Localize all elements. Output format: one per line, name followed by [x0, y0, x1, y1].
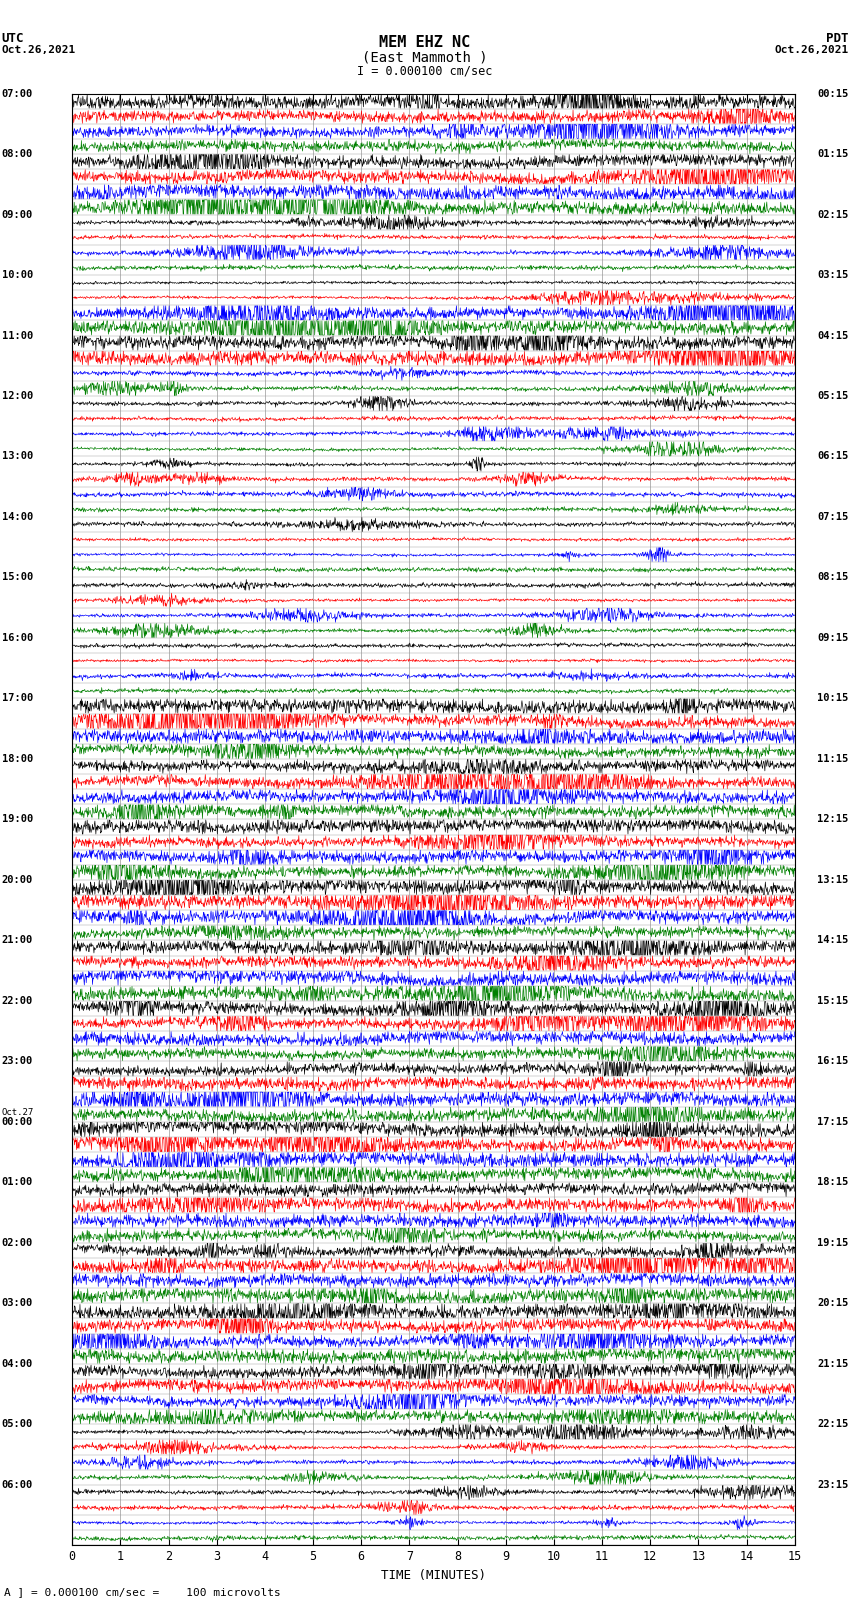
- Text: 00:15: 00:15: [817, 89, 848, 98]
- Text: 10:00: 10:00: [2, 269, 33, 281]
- Text: 04:00: 04:00: [2, 1358, 33, 1369]
- Text: 00:00: 00:00: [2, 1116, 33, 1127]
- Text: 01:15: 01:15: [817, 148, 848, 160]
- Text: A ] = 0.000100 cm/sec =    100 microvolts: A ] = 0.000100 cm/sec = 100 microvolts: [4, 1587, 281, 1597]
- Text: 09:15: 09:15: [817, 632, 848, 644]
- Text: 11:00: 11:00: [2, 331, 33, 340]
- Text: 01:00: 01:00: [2, 1177, 33, 1187]
- Text: 03:15: 03:15: [817, 269, 848, 281]
- Text: (East Mammoth ): (East Mammoth ): [362, 50, 488, 65]
- Text: 06:00: 06:00: [2, 1479, 33, 1490]
- Text: 08:15: 08:15: [817, 573, 848, 582]
- Text: 22:15: 22:15: [817, 1419, 848, 1429]
- Text: 18:15: 18:15: [817, 1177, 848, 1187]
- Text: 12:15: 12:15: [817, 815, 848, 824]
- Text: 23:00: 23:00: [2, 1057, 33, 1066]
- Text: 02:00: 02:00: [2, 1237, 33, 1248]
- Text: 12:00: 12:00: [2, 390, 33, 402]
- Text: 20:15: 20:15: [817, 1298, 848, 1308]
- Text: 05:00: 05:00: [2, 1419, 33, 1429]
- Text: 22:00: 22:00: [2, 995, 33, 1007]
- Text: 20:00: 20:00: [2, 874, 33, 886]
- Text: 16:15: 16:15: [817, 1057, 848, 1066]
- X-axis label: TIME (MINUTES): TIME (MINUTES): [381, 1569, 486, 1582]
- Text: PDT: PDT: [826, 32, 848, 45]
- Text: 03:00: 03:00: [2, 1298, 33, 1308]
- Text: 08:00: 08:00: [2, 148, 33, 160]
- Text: 04:15: 04:15: [817, 331, 848, 340]
- Text: 11:15: 11:15: [817, 753, 848, 765]
- Text: 21:15: 21:15: [817, 1358, 848, 1369]
- Text: 05:15: 05:15: [817, 390, 848, 402]
- Text: UTC: UTC: [2, 32, 24, 45]
- Text: 17:15: 17:15: [817, 1116, 848, 1127]
- Text: 21:00: 21:00: [2, 936, 33, 945]
- Text: 16:00: 16:00: [2, 632, 33, 644]
- Text: Oct.27: Oct.27: [2, 1108, 34, 1116]
- Text: 15:00: 15:00: [2, 573, 33, 582]
- Text: Oct.26,2021: Oct.26,2021: [774, 45, 848, 55]
- Text: I = 0.000100 cm/sec: I = 0.000100 cm/sec: [357, 65, 493, 77]
- Text: 19:15: 19:15: [817, 1237, 848, 1248]
- Text: 18:00: 18:00: [2, 753, 33, 765]
- Text: 23:15: 23:15: [817, 1479, 848, 1490]
- Text: 14:00: 14:00: [2, 511, 33, 523]
- Text: Oct.26,2021: Oct.26,2021: [2, 45, 76, 55]
- Text: 17:00: 17:00: [2, 694, 33, 703]
- Text: 19:00: 19:00: [2, 815, 33, 824]
- Text: MEM EHZ NC: MEM EHZ NC: [379, 35, 471, 50]
- Text: 02:15: 02:15: [817, 210, 848, 219]
- Text: 10:15: 10:15: [817, 694, 848, 703]
- Text: 07:00: 07:00: [2, 89, 33, 98]
- Text: 09:00: 09:00: [2, 210, 33, 219]
- Text: 13:15: 13:15: [817, 874, 848, 886]
- Text: 14:15: 14:15: [817, 936, 848, 945]
- Text: 13:00: 13:00: [2, 452, 33, 461]
- Text: 15:15: 15:15: [817, 995, 848, 1007]
- Text: 07:15: 07:15: [817, 511, 848, 523]
- Text: 06:15: 06:15: [817, 452, 848, 461]
